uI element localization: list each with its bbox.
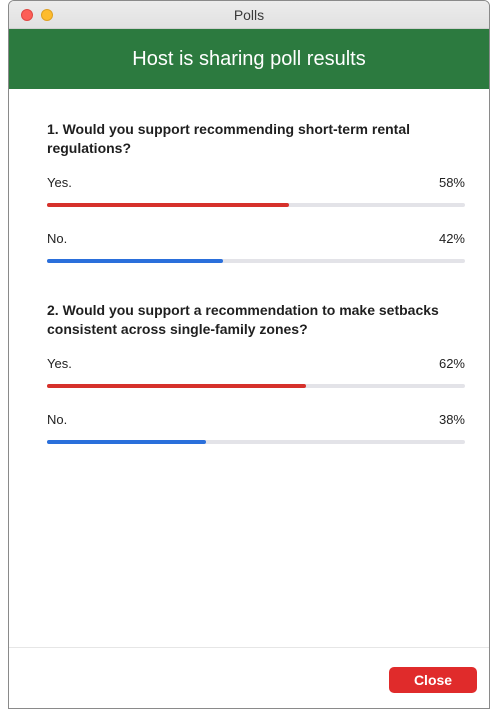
answer-percent: 42%: [438, 231, 465, 246]
question-1-answer-no: No. 42%: [47, 231, 465, 267]
result-bar-track: [47, 259, 465, 263]
window-title: Polls: [233, 7, 265, 23]
result-bar-track: [47, 440, 465, 444]
question-2-answer-yes: Yes. 62%: [47, 356, 465, 392]
answer-percent: 38%: [438, 412, 465, 427]
answer-label: No.: [47, 231, 68, 246]
question-2-answer-no: No. 38%: [47, 412, 465, 448]
answer-percent: 58%: [438, 175, 465, 190]
poll-results-list: 1. Would you support recommending short-…: [47, 89, 465, 448]
window-close-icon[interactable]: [21, 9, 33, 21]
result-bar-track: [47, 203, 465, 207]
result-bar-fill: [47, 259, 223, 263]
question-1-answer-yes: Yes. 58%: [47, 175, 465, 211]
result-bar-track: [47, 384, 465, 388]
question-1-text: 1. Would you support recommending short-…: [47, 121, 410, 156]
answer-label: Yes.: [47, 175, 72, 190]
question-2-text: 2. Would you support a recommendation to…: [47, 302, 439, 337]
answer-label: No.: [47, 412, 68, 427]
close-button[interactable]: Close: [389, 667, 477, 693]
result-bar-fill: [47, 384, 307, 388]
footer-bar: Close: [9, 647, 489, 708]
answer-percent: 62%: [438, 356, 465, 371]
result-bar-fill: [47, 440, 206, 444]
answer-label: Yes.: [47, 356, 72, 371]
polls-window: Polls Host is sharing poll results 1. Wo…: [8, 0, 490, 709]
window-minimize-icon[interactable]: [41, 9, 53, 21]
title-bar[interactable]: Polls: [9, 1, 489, 29]
result-bar-fill: [47, 203, 290, 207]
poll-results-banner: Host is sharing poll results: [9, 29, 489, 89]
